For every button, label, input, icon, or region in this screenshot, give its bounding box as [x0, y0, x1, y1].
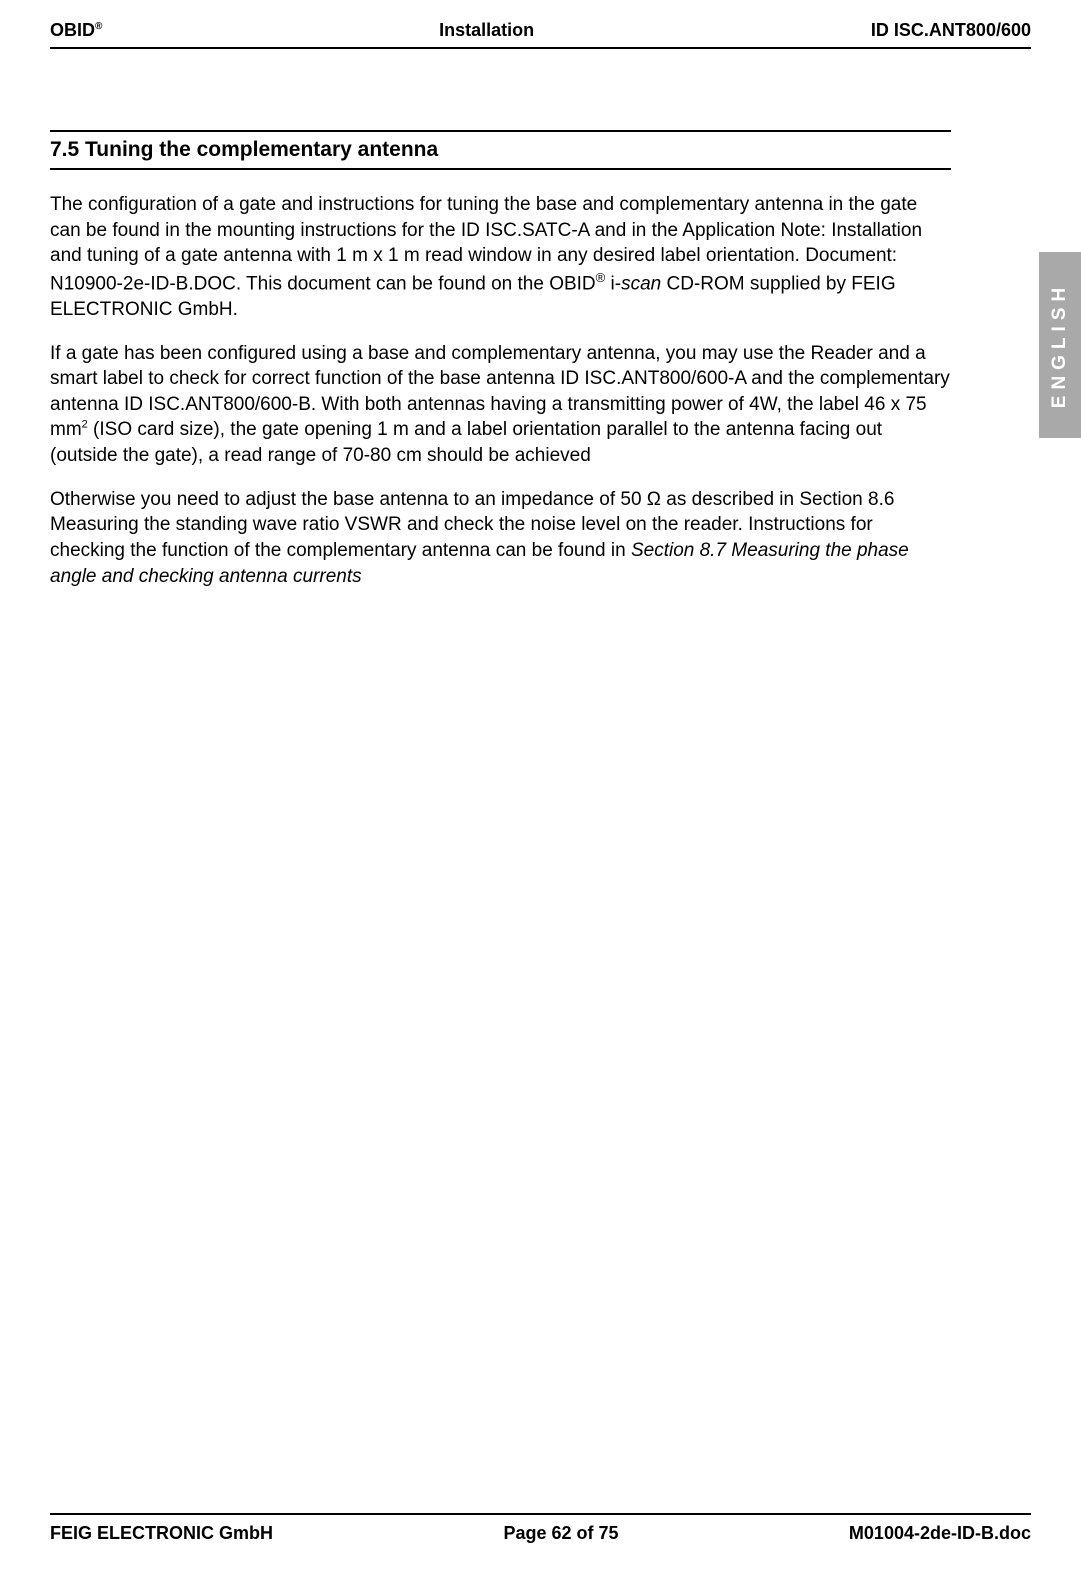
page-header: OBID® Installation ID ISC.ANT800/600 [50, 20, 1031, 49]
footer-center: Page 62 of 75 [503, 1523, 618, 1544]
para1-iscan-prefix: i- [605, 273, 621, 294]
header-brand-text: OBID [50, 20, 95, 40]
page-footer: FEIG ELECTRONIC GmbH Page 62 of 75 M0100… [50, 1513, 1031, 1544]
language-tab: ENGLISH [1039, 252, 1081, 438]
header-right: ID ISC.ANT800/600 [871, 20, 1031, 41]
language-tab-text: ENGLISH [1049, 282, 1071, 408]
paragraph-3: Otherwise you need to adjust the base an… [50, 487, 951, 590]
header-brand-reg: ® [95, 21, 102, 32]
para2-text2: (ISO card size), the gate opening 1 m an… [50, 419, 882, 466]
footer-right: M01004-2de-ID-B.doc [849, 1523, 1031, 1544]
header-brand: OBID® [50, 20, 102, 41]
section-title: 7.5 Tuning the complementary antenna [50, 130, 951, 170]
paragraph-2: If a gate has been configured using a ba… [50, 341, 951, 469]
page-content: 7.5 Tuning the complementary antenna The… [50, 130, 951, 607]
paragraph-1: The configuration of a gate and instruct… [50, 192, 951, 323]
footer-left: FEIG ELECTRONIC GmbH [50, 1523, 273, 1544]
para1-reg: ® [596, 270, 606, 285]
para1-iscan: scan [621, 273, 661, 294]
header-center: Installation [439, 20, 534, 41]
